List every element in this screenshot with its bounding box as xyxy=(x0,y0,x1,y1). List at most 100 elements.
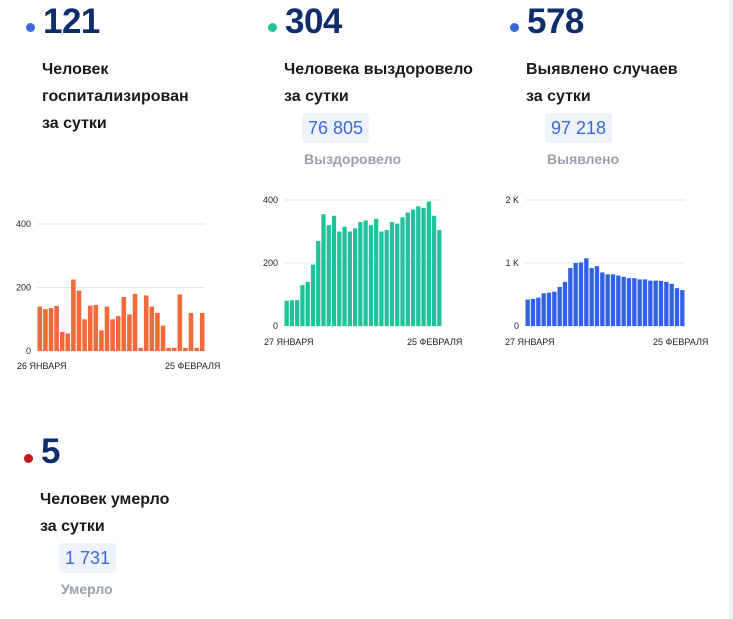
x-start-label: 27 ЯНВАРЯ xyxy=(505,337,555,347)
bar xyxy=(363,220,368,326)
bar xyxy=(171,347,177,351)
detected-dot xyxy=(510,23,519,32)
bar xyxy=(331,215,337,326)
bar xyxy=(389,222,395,326)
bar xyxy=(648,280,653,326)
died-total: 1 731 xyxy=(59,543,117,573)
bar xyxy=(166,347,171,351)
detected-label-line1: Выявлено случаев xyxy=(526,61,678,78)
bar xyxy=(578,262,584,326)
bar xyxy=(680,290,685,326)
died-label-line2: за сутки xyxy=(40,518,105,535)
bar xyxy=(653,280,658,326)
bar xyxy=(605,274,610,326)
bar xyxy=(321,214,326,326)
died-number: 5 xyxy=(41,432,60,471)
bar xyxy=(525,299,530,326)
detected-card: 578 Выявлено случаев за сутки xyxy=(510,2,710,110)
bar xyxy=(536,297,541,326)
bar xyxy=(368,225,374,326)
bar xyxy=(76,290,82,351)
bar xyxy=(310,264,316,326)
bar xyxy=(110,319,115,351)
hospitalized-dot xyxy=(26,23,35,32)
bar xyxy=(104,306,110,351)
bar xyxy=(160,325,166,351)
bar xyxy=(642,279,648,326)
bar xyxy=(59,331,65,351)
bar xyxy=(183,347,188,351)
bar xyxy=(127,314,132,351)
bar xyxy=(616,275,621,326)
bar xyxy=(121,297,127,351)
bar xyxy=(342,226,347,326)
bar xyxy=(530,298,536,326)
bar xyxy=(546,292,552,326)
bar xyxy=(669,283,674,326)
bar xyxy=(632,278,637,326)
recovered-number: 304 xyxy=(285,2,342,41)
right-edge xyxy=(729,0,733,619)
bar xyxy=(115,316,121,351)
hospitalized-label-line1: Человек xyxy=(42,61,109,78)
bar xyxy=(138,347,143,351)
bar xyxy=(326,225,331,326)
bar xyxy=(610,274,616,326)
bar xyxy=(37,306,43,351)
bar xyxy=(674,288,680,326)
bar xyxy=(621,276,626,326)
bar xyxy=(557,286,562,326)
bar xyxy=(395,223,400,327)
bar xyxy=(384,229,389,326)
recovered-card: 304 Человека выздоровело за сутки xyxy=(268,2,488,110)
recovered-dot xyxy=(268,23,277,32)
bar xyxy=(410,209,416,326)
bar xyxy=(594,266,600,326)
recovered-total: 76 805 xyxy=(302,113,370,143)
died-label-line1: Человек умерло xyxy=(40,491,170,508)
bar xyxy=(54,305,59,351)
bar xyxy=(143,295,149,351)
bar xyxy=(541,293,546,326)
hospitalized-chart: 0 200 400 26 ЯНВАРЯ 25 ФЕВРАЛЯ xyxy=(16,219,220,371)
bar xyxy=(87,305,93,351)
bar xyxy=(431,215,437,326)
hospitalized-number: 121 xyxy=(43,2,100,41)
bar xyxy=(132,293,138,351)
detected-chart: 0 1 K 2 K 27 ЯНВАРЯ 25 ФЕВРАЛЯ xyxy=(505,195,708,347)
detected-label-line2: за сутки xyxy=(526,88,591,105)
x-end-label: 25 ФЕВРАЛЯ xyxy=(407,337,462,347)
bar xyxy=(626,278,632,326)
bar xyxy=(48,308,54,351)
bar xyxy=(589,268,594,326)
bar xyxy=(437,229,442,326)
bar xyxy=(337,231,342,326)
bar xyxy=(600,272,605,326)
bar xyxy=(379,231,384,326)
bar xyxy=(43,309,48,351)
bar xyxy=(284,300,289,326)
bar xyxy=(658,280,664,326)
bar xyxy=(374,218,379,326)
detected-total: 97 218 xyxy=(545,113,613,143)
y-tick-label: 1 K xyxy=(505,258,519,268)
recovered-label-line2: за сутки xyxy=(284,88,349,105)
y-tick-label: 200 xyxy=(16,283,31,293)
bar xyxy=(637,279,642,326)
bar xyxy=(358,222,363,326)
bar xyxy=(289,300,295,326)
bar xyxy=(305,281,310,326)
x-end-label: 25 ФЕВРАЛЯ xyxy=(165,361,220,371)
bar xyxy=(316,240,321,326)
bar xyxy=(149,306,155,351)
bar xyxy=(65,333,71,351)
bar xyxy=(188,312,194,351)
died-card: 5 Человек умерло за сутки xyxy=(24,432,224,540)
bar xyxy=(194,347,199,351)
bar xyxy=(82,319,87,351)
y-tick-label: 0 xyxy=(26,346,31,356)
y-tick-label: 2 K xyxy=(505,195,519,205)
bar xyxy=(573,263,578,326)
bar xyxy=(426,201,431,326)
bar xyxy=(568,268,573,326)
